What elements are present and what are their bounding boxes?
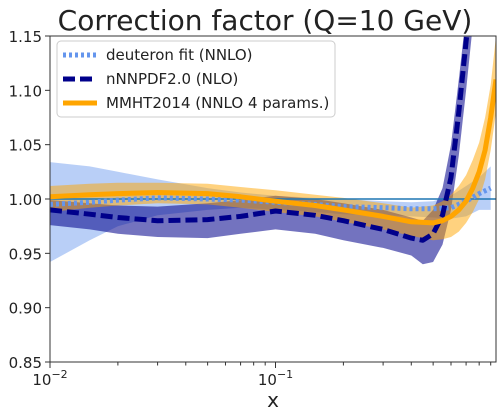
series-lines	[50, 36, 496, 243]
chart-title: Correction factor (Q=10 GeV)	[58, 4, 473, 37]
y-tick-label: 1.10	[9, 82, 42, 100]
legend-frame	[56, 40, 336, 118]
legend-label: MMHT2014 (NNLO 4 params.)	[106, 94, 329, 112]
y-tick-label: 1.15	[9, 28, 42, 46]
line-nnnpdf2-0-nlo	[50, 36, 470, 243]
y-tick-label: 0.95	[9, 245, 42, 263]
line-deuteron-fit-nnlo	[50, 185, 492, 212]
legend-label: deuteron fit (NNLO)	[106, 46, 253, 64]
y-axis-ticks: 0.85 0.90 0.95 1.00 1.05 1.10 1.15	[9, 28, 50, 372]
x-axis-label: x	[267, 388, 279, 412]
legend: deuteron fit (NNLO) nNNPDF2.0 (NLO) MMHT20…	[56, 40, 336, 118]
legend-label: nNNPDF2.0 (NLO)	[106, 70, 238, 88]
y-tick-label: 0.90	[9, 300, 42, 318]
x-axis-ticks: 10−2 10−1	[32, 362, 492, 389]
band-mmht2014-nnlo-4-params	[50, 36, 496, 241]
y-tick-label: 1.05	[9, 137, 42, 155]
y-tick-label: 0.85	[9, 354, 42, 372]
uncertainty-bands	[50, 36, 496, 265]
y-tick-label: 1.00	[9, 191, 42, 209]
x-tick-label: 10−1	[258, 368, 293, 389]
x-tick-label: 10−2	[32, 368, 67, 389]
line-mmht2014-nnlo-4-params	[50, 79, 496, 226]
